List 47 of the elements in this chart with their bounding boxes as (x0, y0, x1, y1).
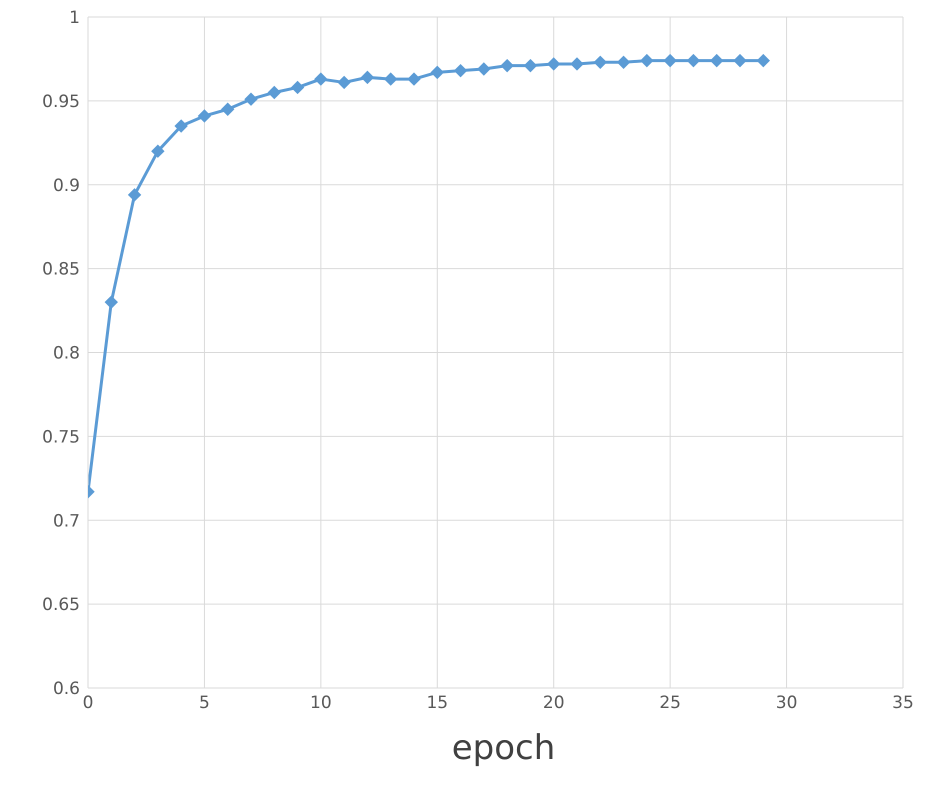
point (338, 76, 351, 89)
point (408, 72, 420, 86)
point (734, 54, 746, 68)
x-tick-label: 10 (310, 693, 332, 714)
point (314, 72, 328, 86)
point (547, 57, 560, 70)
point (174, 120, 188, 133)
point (384, 72, 398, 86)
point (617, 56, 630, 69)
x-tick-label: 35 (892, 693, 914, 714)
point (594, 56, 607, 69)
point (291, 80, 304, 94)
point (430, 66, 444, 79)
x-axis-title: epoch (450, 728, 556, 768)
x-tick-label: 20 (542, 693, 565, 714)
y-tick-label: 0.65 (42, 595, 80, 616)
point (664, 54, 677, 68)
point (104, 296, 118, 309)
point (198, 109, 211, 122)
point (524, 59, 537, 72)
point (454, 64, 468, 78)
y-tick-label: 0.9 (52, 176, 80, 196)
y-tick-label: 0.85 (42, 260, 80, 280)
point (221, 102, 234, 116)
point (128, 188, 142, 202)
y-tick-label: 1 (69, 8, 80, 28)
point (244, 92, 258, 106)
point (686, 54, 700, 68)
y-tick-label: 0.6 (52, 679, 80, 700)
point (151, 144, 164, 158)
y-tick-label: 0.8 (52, 344, 80, 364)
y-tick-label: 0.7 (52, 511, 80, 532)
point (570, 57, 584, 70)
point (710, 54, 724, 68)
x-tick-label: 15 (426, 693, 448, 714)
x-tick-label: 0 (82, 693, 94, 714)
point (500, 59, 514, 72)
x-tick-label: 5 (199, 693, 210, 714)
point (268, 86, 281, 99)
point (477, 62, 490, 76)
point (756, 54, 770, 68)
y-tick-label: 0.75 (42, 427, 80, 448)
point (640, 54, 654, 68)
x-tick-label: 25 (659, 693, 681, 714)
point (360, 70, 374, 84)
y-tick-label: 0.95 (42, 92, 80, 112)
x-tick-label: 30 (776, 693, 798, 714)
